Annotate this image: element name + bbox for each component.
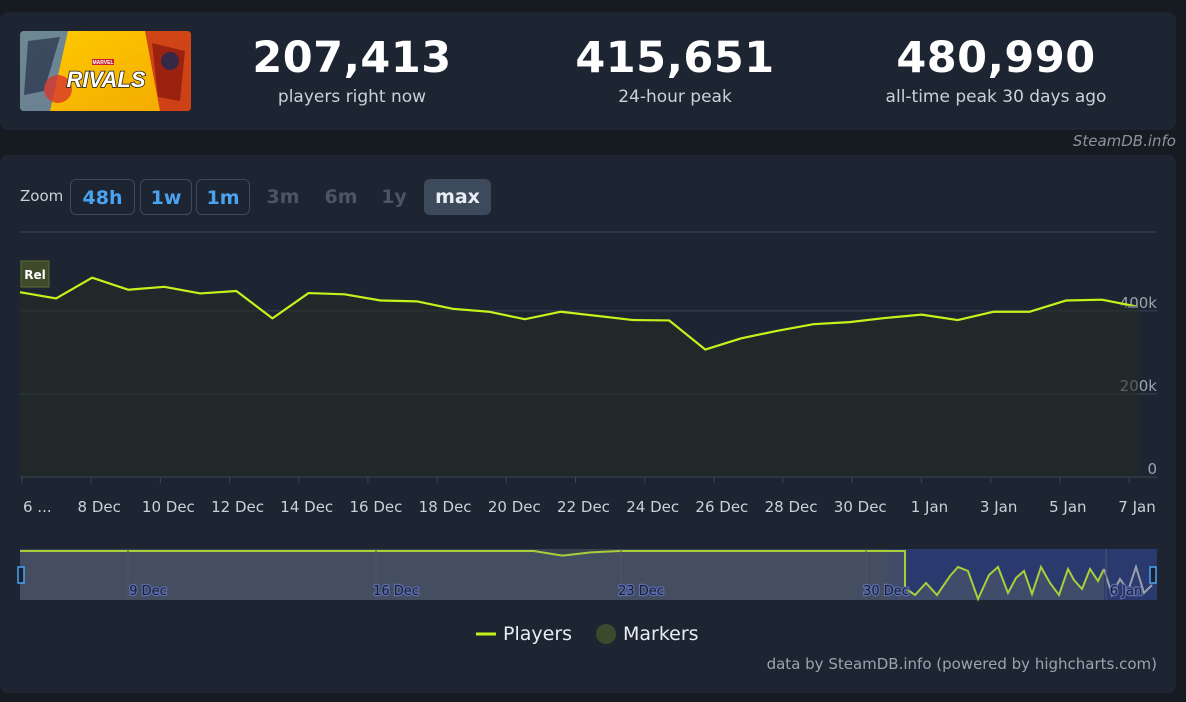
zoom-label: Zoom	[20, 187, 64, 205]
navigator-label: 9 Dec	[129, 584, 167, 599]
navigator-label: 30 Dec	[863, 584, 909, 599]
stat-24h-peak-label: 24-hour peak	[618, 87, 732, 107]
logo-brand-text: MARVEL	[92, 60, 113, 66]
zoom-1w-button[interactable]: 1w	[140, 179, 192, 215]
x-tick-label: 8 Dec	[78, 498, 121, 516]
highcharts-credit[interactable]: data by SteamDB.info (powered by highcha…	[766, 655, 1157, 673]
navigator-line	[20, 550, 1105, 602]
zoom-6m-button: 6m	[324, 186, 358, 208]
release-marker-flag	[20, 260, 50, 288]
x-tick-label: 10 Dec	[142, 498, 195, 516]
legend-players[interactable]: Players	[476, 623, 572, 645]
legend-players-label: Players	[503, 623, 573, 645]
legend-markers-label: Markers	[623, 623, 699, 645]
zoom-3m-button: 3m	[266, 186, 300, 208]
navigator-handle-right[interactable]	[1149, 566, 1157, 584]
release-marker-label: Rel	[24, 268, 46, 282]
x-tick-label: 6 ...	[23, 498, 52, 516]
x-tick-label: 12 Dec	[211, 498, 264, 516]
logo-title-text: RIVALS	[66, 67, 145, 92]
legend-markers[interactable]: Markers	[596, 623, 699, 645]
chart-legend: Players Markers	[0, 623, 1176, 651]
x-tick-label: 16 Dec	[349, 498, 402, 516]
stat-24h-peak-value: 415,651	[575, 33, 775, 83]
stats-card: MARVEL RIVALS 207,413 players right now …	[0, 12, 1176, 130]
stat-all-time-peak-value: 480,990	[896, 33, 1096, 83]
navigator-label: 6 Jan	[1110, 584, 1142, 599]
players-area	[20, 277, 1138, 477]
stat-24h-peak: 415,651 24-hour peak	[575, 30, 775, 108]
x-tick-label: 14 Dec	[280, 498, 333, 516]
game-logo[interactable]: MARVEL RIVALS	[20, 31, 191, 111]
x-tick-label: 3 Jan	[980, 498, 1017, 516]
navigator-handle-left[interactable]	[17, 566, 25, 584]
x-tick-label: 1 Jan	[911, 498, 948, 516]
zoom-1m-button[interactable]: 1m	[196, 179, 250, 215]
navigator-area	[20, 551, 1104, 600]
stat-current-label: players right now	[277, 87, 427, 107]
navigator-label: 23 Dec	[618, 584, 664, 599]
x-tick-label: 18 Dec	[419, 498, 472, 516]
players-line	[19, 276, 1139, 351]
y-tick-label: 0	[1147, 460, 1157, 478]
x-tick-label: 26 Dec	[695, 498, 748, 516]
x-tick-label: 24 Dec	[626, 498, 679, 516]
steamdb-credit-link[interactable]: SteamDB.info	[1072, 132, 1176, 150]
x-tick-label: 30 Dec	[834, 498, 887, 516]
zoom-1y-button: 1y	[381, 186, 407, 208]
chart-card: 0 200k 400k Rel 6 ... 8 Dec 10 Dec 12 Dec 14 Dec…	[0, 155, 1176, 693]
x-tick-label: 7 Jan	[1118, 498, 1155, 516]
x-tick-label: 28 Dec	[765, 498, 818, 516]
zoom-48h-button[interactable]: 48h	[70, 179, 135, 215]
navigator-line-tail	[1103, 563, 1153, 598]
x-tick-label: 5 Jan	[1049, 498, 1086, 516]
stat-current-value: 207,413	[252, 33, 452, 83]
legend-players-swatch	[476, 632, 496, 636]
stat-current: 207,413 players right now	[252, 30, 452, 108]
stat-all-time-peak: 480,990 all-time peak 30 days ago	[866, 30, 1126, 108]
zoom-max-button[interactable]: max	[424, 179, 491, 215]
x-tick-label: 20 Dec	[488, 498, 541, 516]
x-tick-label: 22 Dec	[557, 498, 610, 516]
navigator-label: 16 Dec	[373, 584, 419, 599]
stat-all-time-peak-label: all-time peak 30 days ago	[885, 87, 1107, 107]
legend-markers-swatch	[596, 624, 616, 644]
